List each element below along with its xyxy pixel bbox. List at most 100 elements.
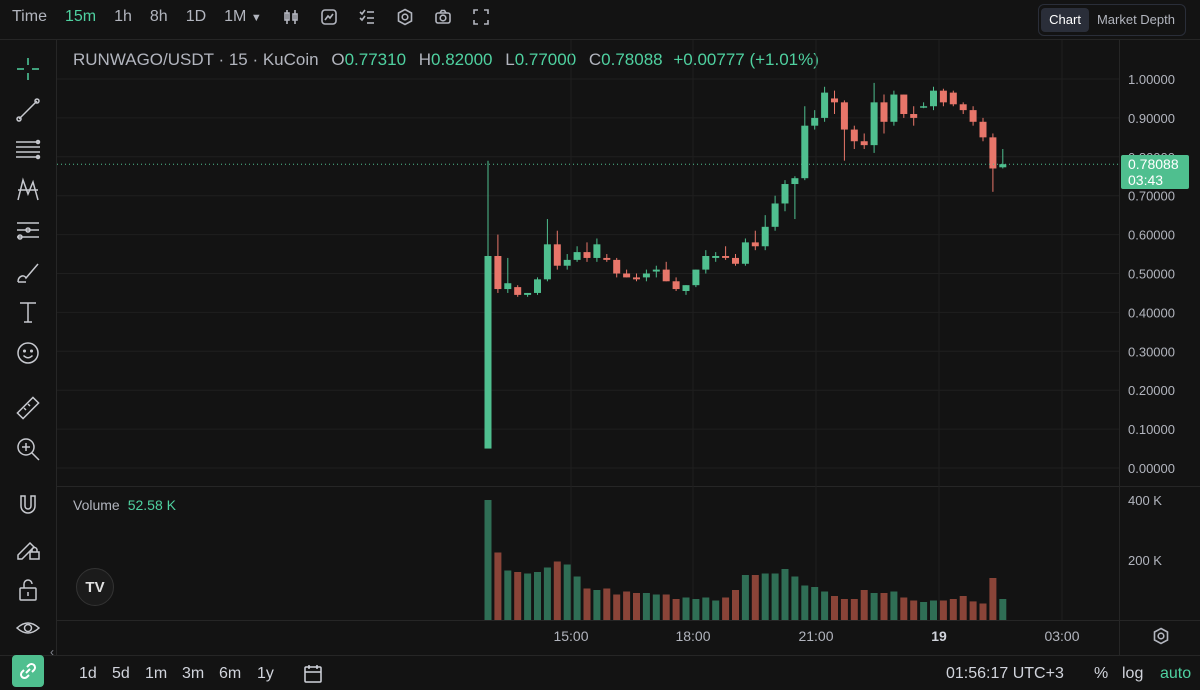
fib-icon[interactable] — [14, 136, 42, 164]
bar-countdown: 03:43 — [1128, 172, 1164, 188]
candle-body — [524, 292, 532, 295]
brush-icon[interactable] — [14, 258, 42, 286]
interval-15m[interactable]: 15m — [64, 8, 97, 25]
candle-body — [553, 244, 561, 266]
magnet-icon[interactable] — [14, 492, 42, 520]
candle-body — [751, 242, 759, 247]
time-tick-label: 15:00 — [553, 628, 588, 644]
interval-8h[interactable]: 8h — [149, 8, 168, 25]
auto-toggle[interactable]: auto — [1160, 665, 1192, 682]
text-icon[interactable] — [14, 298, 42, 326]
interval-1m[interactable]: 1M ▼ — [224, 8, 262, 26]
candles-icon[interactable] — [282, 8, 300, 26]
volume-bar — [821, 591, 829, 620]
volume-bar — [613, 594, 621, 620]
log-toggle[interactable]: log — [1122, 665, 1144, 682]
volume-bar — [603, 588, 611, 620]
candle-body — [831, 98, 838, 103]
candle-body — [712, 255, 720, 258]
chart-tab[interactable]: Chart — [1041, 8, 1089, 32]
symbol-title[interactable]: RUNWAGO/USDT · 15 · KuCoin — [73, 50, 319, 69]
volume-bar — [623, 591, 631, 620]
last-price-value: 0.78088 — [1128, 156, 1179, 172]
volume-label[interactable]: Volume — [73, 497, 120, 513]
low-label: L — [505, 50, 515, 69]
close-label: C — [588, 50, 602, 69]
zoom-in-icon[interactable] — [14, 435, 42, 463]
pattern-icon[interactable] — [14, 176, 42, 204]
candle-body — [840, 102, 848, 130]
candle-body — [504, 283, 512, 290]
forecast-icon[interactable] — [14, 217, 42, 245]
unlock-icon[interactable] — [14, 575, 42, 603]
crosshair-icon[interactable] — [14, 55, 42, 83]
templates-icon[interactable] — [358, 8, 376, 26]
axis-settings-icon[interactable] — [1152, 627, 1170, 650]
time-tick-label: 18:00 — [675, 628, 710, 644]
calendar-icon[interactable] — [302, 663, 324, 690]
candle-body — [642, 273, 650, 278]
price-tick-label: 0.30000 — [1128, 344, 1175, 359]
price-tick-label: 0.00000 — [1128, 461, 1175, 476]
percent-toggle[interactable]: % — [1094, 665, 1109, 682]
candle-body — [692, 269, 700, 286]
volume-bar — [672, 599, 680, 620]
drawing-toolbar: ‹ — [0, 40, 56, 659]
candle-body — [514, 287, 522, 295]
volume-bar — [771, 573, 779, 620]
candle-body — [910, 114, 918, 118]
candle-body — [682, 285, 690, 292]
toolbar-divider — [0, 39, 1200, 40]
market-depth-tab[interactable]: Market Depth — [1096, 12, 1175, 27]
volume-bar — [801, 585, 809, 620]
candle-body — [613, 259, 621, 274]
volume-value: 52.58 K — [127, 497, 176, 513]
price-tick-label: 0.40000 — [1128, 305, 1175, 320]
change-value: +0.00777 (+1.01%) — [673, 50, 819, 69]
candle-body — [801, 125, 809, 179]
bottombar-divider — [0, 655, 1200, 656]
trendline-icon[interactable] — [14, 96, 42, 124]
volume-bar — [890, 591, 898, 620]
interval-label: Time — [12, 8, 47, 25]
interval-1d[interactable]: 1D — [185, 8, 207, 25]
volume-bar — [504, 570, 512, 620]
ruler-icon[interactable] — [14, 394, 42, 422]
eye-icon[interactable] — [14, 614, 42, 642]
interval-1h[interactable]: 1h — [114, 8, 132, 25]
candle-body — [593, 244, 601, 258]
price-tick-label: 0.70000 — [1128, 189, 1175, 204]
settings-icon[interactable] — [396, 8, 414, 26]
fullscreen-icon[interactable] — [472, 8, 490, 26]
volume-bar — [633, 593, 640, 620]
volume-bar — [484, 500, 492, 620]
time-tick-label: 03:00 — [1044, 628, 1079, 644]
utc-clock[interactable]: 01:56:17 UTC+3 — [946, 665, 1064, 682]
link-icon[interactable] — [12, 655, 44, 687]
collapse-toolbar-icon[interactable]: ‹ — [50, 645, 54, 659]
volume-bar — [831, 596, 838, 620]
camera-icon[interactable] — [434, 8, 452, 26]
candle-body — [860, 141, 868, 146]
candle-body — [979, 121, 987, 138]
price-tick-label: 0.20000 — [1128, 383, 1175, 398]
volume-bar — [939, 600, 947, 620]
candle-body — [949, 92, 957, 105]
tradingview-logo[interactable]: TV — [76, 568, 114, 606]
range-5d[interactable]: 5d — [112, 665, 130, 682]
candle-body — [821, 92, 829, 118]
range-1d[interactable]: 1d — [79, 665, 97, 682]
range-6m[interactable]: 6m — [219, 665, 242, 682]
emoji-icon[interactable] — [14, 339, 42, 367]
leftbar-divider — [56, 40, 57, 656]
range-1m[interactable]: 1m — [145, 665, 168, 682]
candle-body — [603, 257, 611, 260]
range-3m[interactable]: 3m — [182, 665, 205, 682]
volume-bar — [583, 588, 591, 620]
volume-bar — [880, 593, 888, 620]
lock-drawings-icon[interactable] — [14, 533, 42, 561]
indicators-icon[interactable] — [320, 8, 338, 26]
range-1y[interactable]: 1y — [257, 665, 274, 682]
volume-bar — [524, 573, 532, 620]
